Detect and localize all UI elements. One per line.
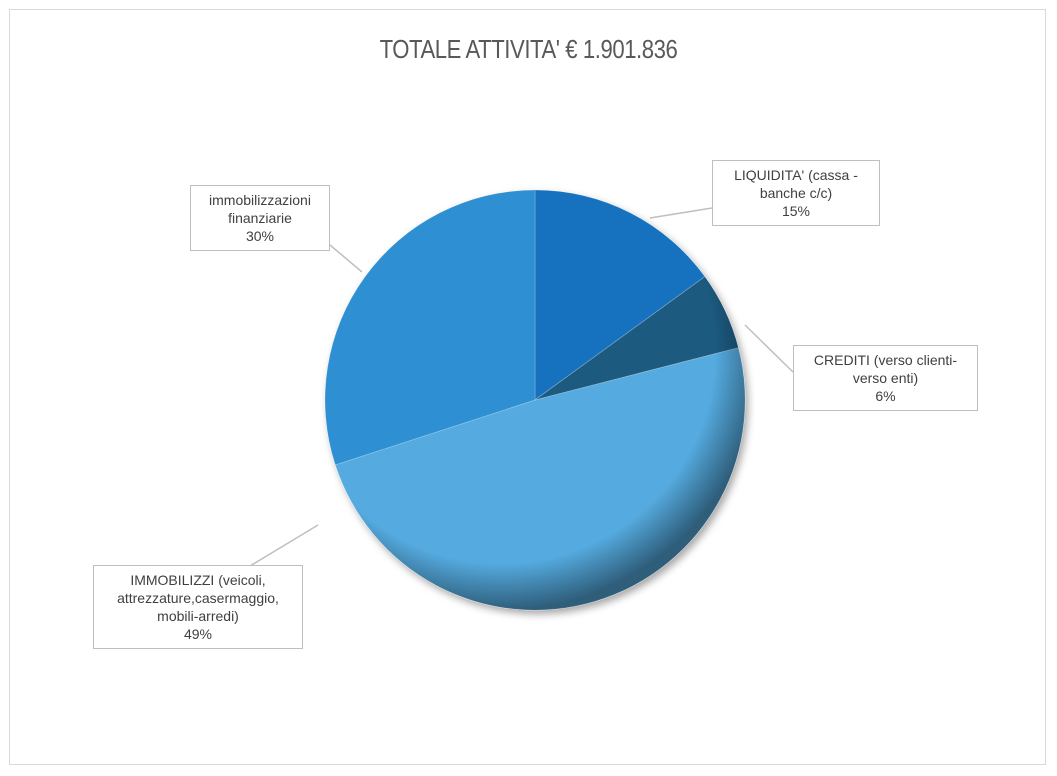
- pie: [324, 189, 746, 611]
- data-label: LIQUIDITA' (cassa - banche c/c) 15%: [712, 160, 880, 226]
- leader-line: [649, 207, 713, 219]
- label-category: CREDITI (verso clienti- verso enti): [813, 352, 958, 386]
- label-value: 6%: [875, 388, 896, 404]
- data-label: IMMOBILIZZI (veicoli, attrezzature,caser…: [93, 565, 303, 649]
- data-label: CREDITI (verso clienti- verso enti) 6%: [793, 345, 978, 411]
- leader-lines: [249, 207, 794, 567]
- label-category: immobilizzazioni finanziarie: [209, 192, 311, 226]
- leader-line: [329, 244, 363, 273]
- label-category: LIQUIDITA' (cassa - banche c/c): [734, 167, 858, 201]
- leader-line: [744, 324, 794, 373]
- data-label: immobilizzazioni finanziarie 30%: [190, 185, 330, 251]
- label-value: 15%: [781, 203, 811, 219]
- label-value: 49%: [183, 626, 213, 642]
- chart-title: TOTALE ATTIVITA' € 1.901.836: [379, 34, 678, 64]
- label-value: 30%: [245, 228, 275, 244]
- label-category: IMMOBILIZZI (veicoli, attrezzature,caser…: [117, 572, 279, 624]
- leader-line: [249, 524, 319, 567]
- chart-frame: [9, 9, 1046, 765]
